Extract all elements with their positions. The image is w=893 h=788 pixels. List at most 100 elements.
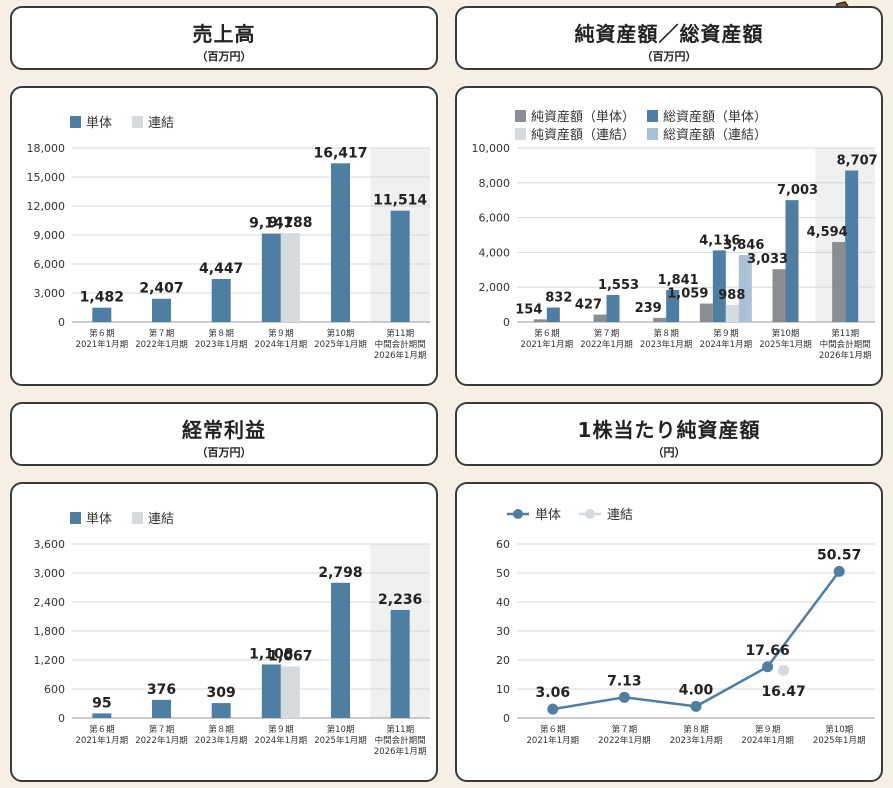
sales-xtick-label: 2021年1月期 xyxy=(76,339,129,350)
bps-legend-marker xyxy=(513,509,523,519)
net_assets-xtick-label: 第10期 xyxy=(772,328,800,339)
net_assets-ytick-label: 0 xyxy=(503,316,510,329)
net-assets-title: 純資産額／総資産額 xyxy=(574,22,764,46)
sales-legend-label: 単体 xyxy=(86,115,112,131)
bps-xtick-label: 2024年1月期 xyxy=(741,735,794,746)
ordinary_profit-xtick-label: 2025年1月期 xyxy=(314,735,367,746)
ordinary_profit-bar xyxy=(92,713,112,718)
net_assets-value-label: 3,846 xyxy=(723,238,764,253)
sales-chart-panel: 0 3,000 6,000 9,000 12,000 15,000 18,000 1,482 2… xyxy=(10,86,438,386)
ordinary_profit-legend-label: 連結 xyxy=(148,512,174,527)
bps-value-label: 3.06 xyxy=(536,685,571,701)
net_assets-xtick-label: 2023年1月期 xyxy=(640,339,693,350)
bps-data-point xyxy=(762,661,774,673)
bps-value-label: 16.47 xyxy=(761,684,805,700)
ordinary_profit-legend-swatch xyxy=(70,512,81,524)
ordinary-profit-chart: 0 600 1,200 1,800 2,400 3,000 3,600 95 376 309 1,1… xyxy=(34,511,430,757)
ordinary_profit-xtick-label: 第８期 xyxy=(208,724,234,735)
net_assets-bar xyxy=(845,170,859,322)
ordinary_profit-xtick-label: 2023年1月期 xyxy=(195,735,248,746)
bps-legend-label: 連結 xyxy=(607,508,633,523)
ordinary_profit-xtick-label: 2021年1月期 xyxy=(76,735,129,746)
ordinary_profit-value-label: 1,067 xyxy=(268,648,312,664)
sales-xtick-label: 第９期 xyxy=(268,328,294,339)
bps-data-point xyxy=(547,703,559,715)
bps-title-box: 1株当たり純資産額 （円） xyxy=(455,402,883,466)
bps-value-label: 4.00 xyxy=(679,682,714,698)
bps-data-point xyxy=(690,700,702,712)
ordinary_profit-value-label: 309 xyxy=(207,685,236,701)
net_assets-xtick-label: 第９期 xyxy=(713,328,739,339)
ordinary_profit-value-label: 376 xyxy=(147,682,176,698)
bps-legend-label: 単体 xyxy=(535,507,561,523)
net_assets-value-label: 427 xyxy=(575,298,602,313)
net-assets-chart-panel: 0 2,000 4,000 6,000 8,000 10,000 154 832 427 1,55… xyxy=(455,86,883,386)
sales-legend-swatch xyxy=(70,116,81,128)
bps-data-point xyxy=(618,691,630,703)
ordinary_profit-xtick-label: 第11期 xyxy=(386,724,414,735)
net_assets-value-label: 7,003 xyxy=(777,183,818,198)
net_assets-ytick-label: 4,000 xyxy=(479,246,511,259)
bps-xtick-label: 第10期 xyxy=(825,724,853,735)
net_assets-value-label: 1,841 xyxy=(658,273,699,288)
ordinary_profit-xtick-label: 2024年1月期 xyxy=(255,735,308,746)
net_assets-bar xyxy=(546,307,560,322)
net-assets-unit: （百万円） xyxy=(641,50,697,63)
sales-value-label: 4,447 xyxy=(199,261,243,277)
net_assets-value-label: 832 xyxy=(545,291,572,306)
sales-xtick-label: 2026年1月期 xyxy=(374,350,427,361)
ordinary_profit-bar xyxy=(211,703,231,718)
sales-bar xyxy=(211,279,231,322)
net_assets-legend-swatch xyxy=(515,128,526,140)
net_assets-value-label: 1,059 xyxy=(667,287,708,302)
net_assets-value-label: 154 xyxy=(515,302,542,317)
ordinary_profit-xtick-label: 2026年1月期 xyxy=(374,746,427,757)
net_assets-ytick-label: 6,000 xyxy=(479,212,511,225)
bps-ytick-label: 30 xyxy=(496,625,510,638)
net_assets-value-label: 4,116 xyxy=(699,233,740,248)
bps-unit: （円） xyxy=(652,446,686,459)
net_assets-legend-swatch xyxy=(647,128,658,140)
net_assets-xtick-label: 第８期 xyxy=(653,328,679,339)
sales-value-label: 11,514 xyxy=(373,193,427,209)
bps-xtick-label: 第７期 xyxy=(612,724,638,735)
ordinary_profit-xtick-label: 第７期 xyxy=(149,724,175,735)
net_assets-legend-label: 総資産額（単体） xyxy=(663,109,767,125)
sales-xtick-label: 第11期 xyxy=(386,328,414,339)
ordinary_profit-xtick-label: 中間会計期間 xyxy=(375,735,426,746)
ordinary_profit-bar xyxy=(152,699,171,718)
net_assets-xtick-label: 第11期 xyxy=(831,328,859,339)
net_assets-bar xyxy=(725,304,739,322)
bps-xtick-label: 第９期 xyxy=(755,724,781,735)
bps-value-label: 17.66 xyxy=(745,643,789,659)
net_assets-value-label: 1,553 xyxy=(598,278,639,293)
net_assets-bar xyxy=(738,255,752,322)
bps-xtick-label: 2023年1月期 xyxy=(670,735,723,746)
net_assets-legend-swatch xyxy=(647,110,658,122)
ordinary_profit-bar xyxy=(390,609,410,718)
sales-value-label: 9,147 xyxy=(249,216,293,232)
net_assets-xtick-label: 2021年1月期 xyxy=(521,339,574,350)
net-assets-title-box: 純資産額／総資産額 （百万円） xyxy=(455,6,883,70)
bps-value-label: 7.13 xyxy=(607,673,642,689)
net_assets-value-label: 3,033 xyxy=(747,252,788,267)
bps-ytick-label: 10 xyxy=(496,683,510,696)
net_assets-bar xyxy=(699,303,713,322)
bps-xtick-label: 第６期 xyxy=(540,724,566,735)
net_assets-legend-label: 総資産額（連結） xyxy=(663,127,767,143)
ordinary_profit-ytick-label: 600 xyxy=(44,683,65,696)
sales-value-label: 9,188 xyxy=(268,215,312,231)
net_assets-bar xyxy=(832,242,846,322)
net_assets-xtick-label: 中間会計期間 xyxy=(820,339,871,350)
bps-value-label: 50.57 xyxy=(817,547,861,563)
ordinary-profit-title: 経常利益 xyxy=(182,418,266,442)
ordinary_profit-ytick-label: 2,400 xyxy=(34,596,66,609)
bps-xtick-label: 第８期 xyxy=(683,724,709,735)
ordinary_profit-ytick-label: 0 xyxy=(58,712,65,725)
net_assets-bar xyxy=(666,289,680,322)
net_assets-legend-label: 純資産額（連結） xyxy=(531,127,635,143)
sales-bar xyxy=(261,233,281,322)
ordinary_profit-xtick-label: 第６期 xyxy=(89,724,115,735)
sales-value-label: 2,407 xyxy=(139,281,183,297)
bps-xtick-label: 2021年1月期 xyxy=(527,735,580,746)
